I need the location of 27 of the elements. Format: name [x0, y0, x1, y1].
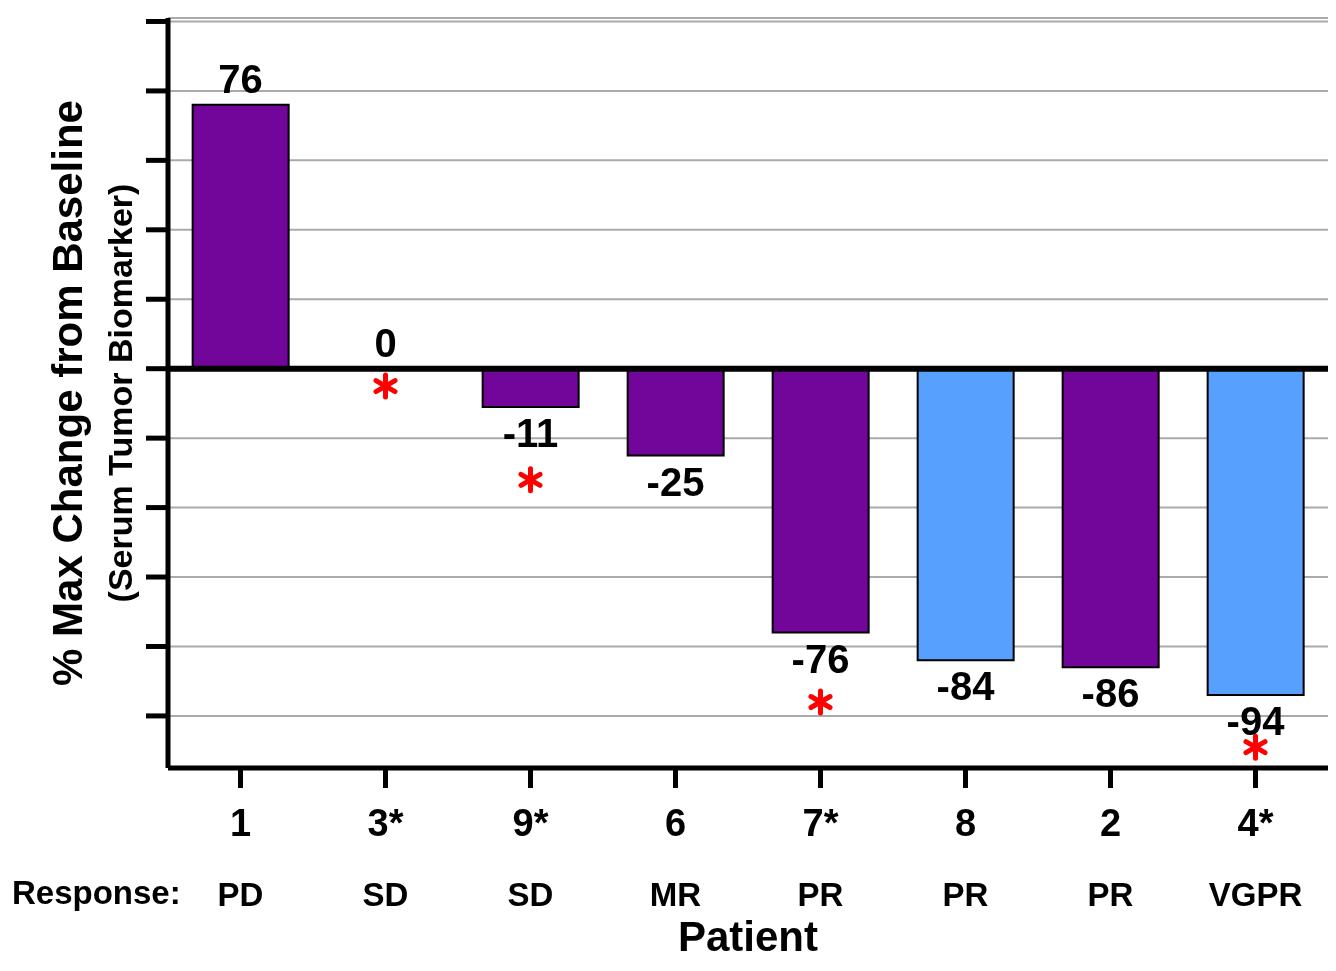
text: SD: [362, 876, 409, 913]
data-label: -84: [936, 664, 996, 709]
text: VGPR: [1208, 876, 1303, 913]
data-label: 76: [218, 56, 263, 101]
x-tick-label: 3*: [367, 802, 404, 844]
text: PR: [1087, 876, 1134, 913]
x-tick-label: 6: [664, 802, 687, 844]
x-tick-label: 8: [954, 802, 977, 844]
data-label: -76: [791, 636, 850, 681]
text: PR: [797, 876, 844, 913]
data-label: -25: [646, 459, 705, 504]
data-label: -86: [1081, 671, 1140, 716]
text: PD: [217, 876, 264, 913]
x-axis-title: Patient: [677, 913, 819, 961]
x-tick-label: 2: [1099, 802, 1122, 844]
x-tick-label: 7*: [802, 802, 839, 844]
data-label: -94: [1226, 699, 1286, 744]
y-axis-title: % Max Change from Baseline (Serum Tumor Biomarker): [44, 100, 139, 686]
text: Response:: [12, 874, 181, 912]
text: SD: [507, 876, 554, 913]
x-tick-label: 4*: [1237, 802, 1274, 844]
x-tick-label: 9*: [512, 802, 549, 844]
x-tick-label: 1: [229, 802, 252, 844]
text: MR: [649, 876, 702, 913]
data-label: 0: [374, 320, 397, 365]
data-label: -11: [502, 410, 559, 455]
text: PR: [942, 876, 989, 913]
